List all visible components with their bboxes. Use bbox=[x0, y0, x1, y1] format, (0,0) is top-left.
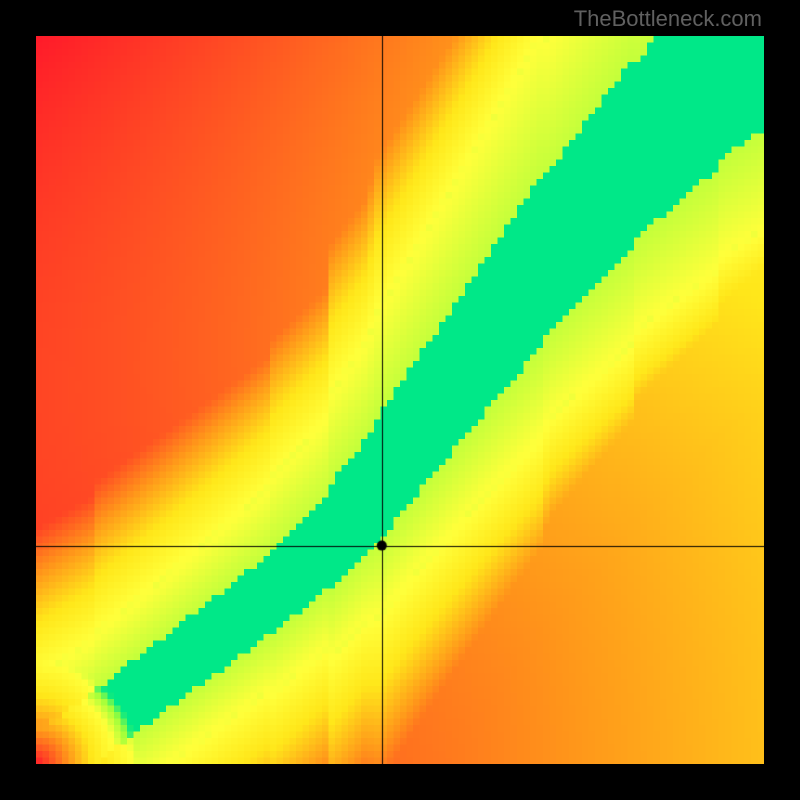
chart-container: TheBottleneck.com bbox=[0, 0, 800, 800]
bottleneck-heatmap bbox=[36, 36, 764, 764]
watermark-text: TheBottleneck.com bbox=[574, 6, 762, 32]
